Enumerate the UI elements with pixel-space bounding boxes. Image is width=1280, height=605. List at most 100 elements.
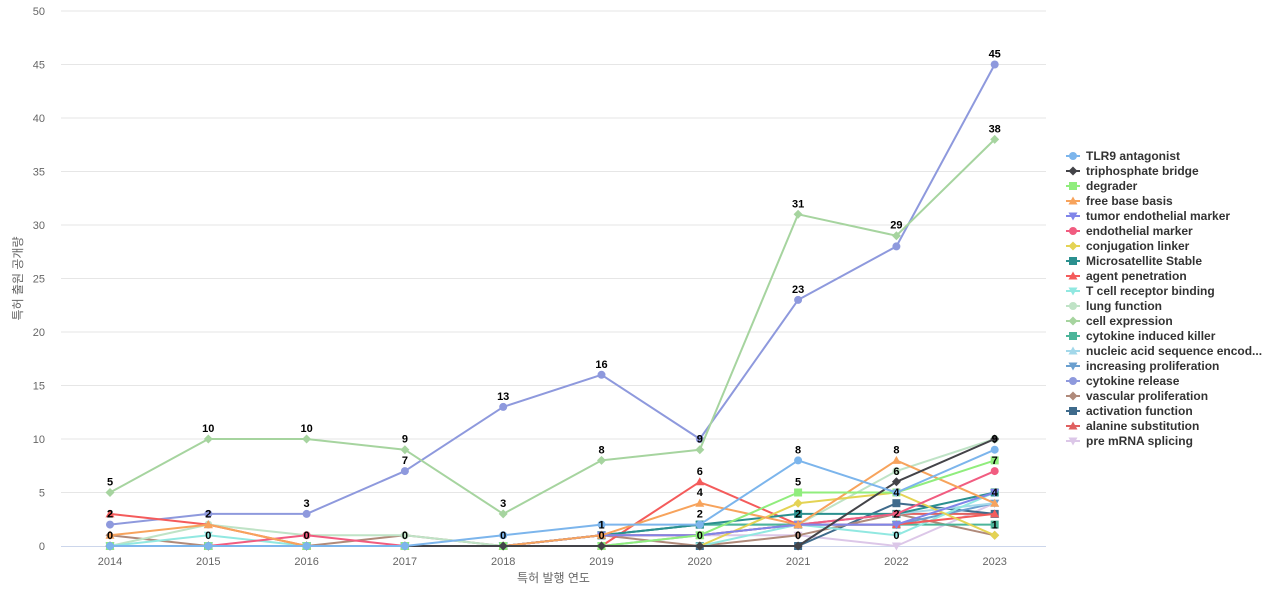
legend-marker-icon xyxy=(1068,271,1078,280)
legend-marker-icon xyxy=(1068,346,1078,355)
legend-item-microsatellite-stable[interactable]: Microsatellite Stable xyxy=(1066,254,1202,268)
legend-item-cytokine-induced-killer[interactable]: cytokine induced killer xyxy=(1066,329,1216,343)
legend-marker-icon xyxy=(1069,332,1077,340)
data-point xyxy=(302,434,312,444)
data-label: 6 xyxy=(893,466,899,478)
legend-label: conjugation linker xyxy=(1086,239,1190,253)
data-point xyxy=(203,434,213,444)
data-point xyxy=(892,509,901,518)
x-tick-label: 2019 xyxy=(589,556,613,568)
data-point xyxy=(203,520,213,529)
y-tick-label: 45 xyxy=(33,60,45,72)
legend-marker-icon xyxy=(1068,316,1078,326)
legend-item-tlr9-antagonist[interactable]: TLR9 antagonist xyxy=(1066,149,1180,163)
legend-item-conjugation-linker[interactable]: conjugation linker xyxy=(1066,239,1190,253)
data-point xyxy=(499,531,508,540)
legend-marker-icon xyxy=(1069,377,1077,385)
data-point xyxy=(793,541,803,551)
x-tick-label: 2016 xyxy=(294,556,318,568)
legend-item-triphosphate-bridge[interactable]: triphosphate bridge xyxy=(1066,164,1199,178)
data-label: 9 xyxy=(697,434,703,446)
data-point xyxy=(400,531,409,540)
legend-label: cytokine induced killer xyxy=(1086,329,1216,343)
data-point xyxy=(695,531,704,540)
legend-marker-icon xyxy=(1069,227,1077,235)
legend-item-vascular-proliferation[interactable]: vascular proliferation xyxy=(1066,389,1208,403)
data-label: 2 xyxy=(205,509,211,521)
legend-item-cytokine-release[interactable]: cytokine release xyxy=(1066,374,1180,388)
legend-item-alanine-substitution[interactable]: alanine substitution xyxy=(1066,419,1199,433)
data-label: 2 xyxy=(697,509,703,521)
legend-label: TLR9 antagonist xyxy=(1086,149,1180,163)
legend-item-cell-expression[interactable]: cell expression xyxy=(1066,314,1173,328)
x-tick-label: 2014 xyxy=(98,556,122,568)
data-point xyxy=(794,488,803,497)
legend-marker-icon xyxy=(1068,166,1078,176)
legend-item-t-cell-receptor-binding[interactable]: T cell receptor binding xyxy=(1066,284,1215,298)
data-point xyxy=(990,60,999,69)
legend-item-tumor-endothelial-marker[interactable]: tumor endothelial marker xyxy=(1066,209,1230,223)
data-label: 38 xyxy=(989,123,1001,135)
data-point xyxy=(498,509,508,519)
x-axis-ticks: 2014 2015 2016 2017 2018 2019 2020 2021 2022 2023 xyxy=(98,556,1007,568)
legend-label: increasing proliferation xyxy=(1086,359,1219,373)
data-point xyxy=(891,455,901,464)
data-label: 1 xyxy=(992,519,998,531)
data-point xyxy=(695,498,705,507)
legend-item-activation-function[interactable]: activation function xyxy=(1066,404,1193,418)
legend-item-nucleic-acid-sequence-encod[interactable]: nucleic acid sequence encod... xyxy=(1066,344,1262,358)
y-axis-title: 특허 출원 공개량 xyxy=(11,237,25,321)
legend-item-lung-function[interactable]: lung function xyxy=(1066,299,1162,313)
legend-item-agent-penetration[interactable]: agent penetration xyxy=(1066,269,1187,283)
legend-label: vascular proliferation xyxy=(1086,389,1208,403)
data-label: 0 xyxy=(697,530,703,542)
data-point xyxy=(794,456,803,465)
data-point xyxy=(990,445,999,454)
legend-label: activation function xyxy=(1086,404,1193,418)
legend-item-endothelial-marker[interactable]: endothelial marker xyxy=(1066,224,1193,238)
data-label: 10 xyxy=(300,423,312,435)
data-label: 9 xyxy=(402,434,408,446)
legend-marker-icon xyxy=(1068,362,1078,371)
x-tick-label: 2017 xyxy=(393,556,417,568)
data-point xyxy=(990,456,999,465)
data-label: 0 xyxy=(304,530,310,542)
legend-item-pre-mrna-splicing[interactable]: pre mRNA splicing xyxy=(1066,434,1193,448)
y-tick-label: 0 xyxy=(39,541,45,553)
data-point xyxy=(695,435,704,443)
data-point xyxy=(106,520,114,529)
x-tick-label: 2015 xyxy=(196,556,220,568)
data-label: 16 xyxy=(595,359,607,371)
data-point xyxy=(891,521,901,530)
y-tick-label: 25 xyxy=(33,274,45,286)
data-point xyxy=(892,499,901,508)
legend-label: degrader xyxy=(1086,179,1138,193)
data-point xyxy=(990,134,1000,144)
data-point xyxy=(105,488,115,497)
data-point xyxy=(106,542,114,550)
legend-item-free-base-basis[interactable]: free base basis xyxy=(1066,194,1173,208)
data-label: 8 xyxy=(598,444,604,456)
data-point xyxy=(891,542,901,551)
data-point xyxy=(400,467,409,476)
series-line xyxy=(110,448,996,547)
data-point xyxy=(794,509,803,518)
data-point xyxy=(794,295,803,304)
data-label: 3 xyxy=(500,498,506,510)
data-label: 29 xyxy=(890,220,902,232)
legend-marker-icon xyxy=(1068,421,1078,430)
y-tick-label: 35 xyxy=(33,167,45,179)
data-point xyxy=(695,520,704,529)
data-label: 7 xyxy=(402,455,408,467)
series-line xyxy=(109,138,996,515)
legend-item-degrader[interactable]: degrader xyxy=(1066,179,1138,193)
legend-label: agent penetration xyxy=(1086,269,1187,283)
x-axis-title: 특허 발행 연도 xyxy=(517,570,590,585)
data-label: 31 xyxy=(792,198,804,210)
data-label: 8 xyxy=(795,444,801,456)
legend-label: triphosphate bridge xyxy=(1086,164,1199,178)
data-point xyxy=(597,530,606,539)
data-label: 0 xyxy=(893,530,899,542)
legend-item-increasing-proliferation[interactable]: increasing proliferation xyxy=(1066,359,1219,373)
